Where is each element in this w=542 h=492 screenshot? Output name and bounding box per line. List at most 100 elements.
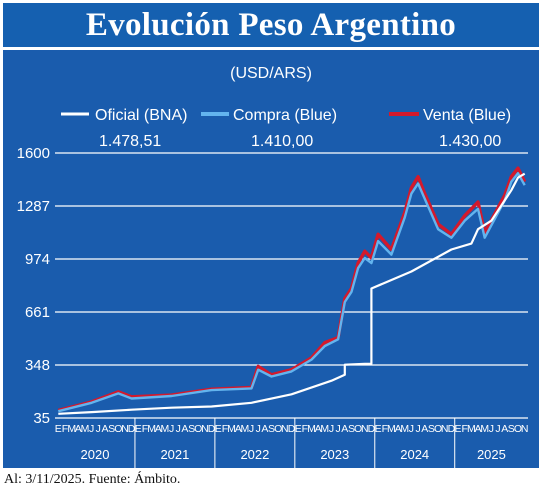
x-tick-label: A xyxy=(101,423,108,435)
x-tick-label: A xyxy=(155,423,162,435)
x-tick-label: E xyxy=(454,423,461,435)
x-tick-label: J xyxy=(256,423,261,435)
x-tick-label: A xyxy=(341,423,348,435)
legend: Oficial (BNA) 1.478,51 Compra (Blue) 1.4… xyxy=(61,107,511,150)
year-label: 2025 xyxy=(477,447,506,462)
x-tick-label: D xyxy=(208,423,216,435)
x-tick-label: D xyxy=(288,423,296,435)
x-tick-label: S xyxy=(348,423,355,435)
y-tick-label: 974 xyxy=(25,251,50,268)
x-tick-label: M xyxy=(387,423,396,435)
x-tick-label: A xyxy=(261,423,268,435)
x-tick-label: M xyxy=(227,423,236,435)
x-tick-label: M xyxy=(241,423,250,435)
x-tick-label: M xyxy=(147,423,156,435)
x-tick-label: J xyxy=(415,423,420,435)
x-tick-label: J xyxy=(495,423,500,435)
y-tick-label: 348 xyxy=(25,357,50,374)
x-tick-label: A xyxy=(501,423,508,435)
x-tick-label: E xyxy=(375,423,382,435)
x-tick-label: E xyxy=(295,423,302,435)
x-tick-label: D xyxy=(448,423,456,435)
x-tick-label: O xyxy=(114,423,122,435)
y-tick-label: 35 xyxy=(33,410,50,427)
year-label: 2022 xyxy=(240,447,269,462)
x-tick-label: E xyxy=(215,423,222,435)
x-tick-label: J xyxy=(89,423,94,435)
legend-label-venta: Venta (Blue) xyxy=(423,107,511,124)
year-label: 2024 xyxy=(400,447,429,462)
x-tick-label: S xyxy=(268,423,275,435)
gridlines xyxy=(55,152,528,419)
x-tick-label: N xyxy=(361,423,369,435)
legend-value-oficial: 1.478,51 xyxy=(99,133,161,150)
x-axis: E F MAM J J A S ON D E F MAM J J A S ON D E F MAM J J A S ON D E F MA… xyxy=(55,417,529,468)
x-tick-label: J xyxy=(176,423,181,435)
year-label: 2023 xyxy=(320,447,349,462)
x-tick-label: A xyxy=(474,423,481,435)
x-tick-label: N xyxy=(281,423,289,435)
x-tick-label: O xyxy=(354,423,362,435)
x-tick-label: M xyxy=(81,423,90,435)
x-tick-label: E xyxy=(135,423,142,435)
x-tick-label: D xyxy=(368,423,376,435)
x-tick-label: O xyxy=(434,423,442,435)
x-tick-label: J xyxy=(96,423,101,435)
x-tick-label: N xyxy=(521,423,529,435)
x-tick-label: A xyxy=(235,423,242,435)
y-tick-label: 1600 xyxy=(17,145,50,162)
x-tick-label: S xyxy=(508,423,515,435)
x-tick-label: F xyxy=(461,423,467,435)
x-tick-label: M xyxy=(161,423,170,435)
x-tick-label: A xyxy=(315,423,322,435)
x-tick-label: A xyxy=(395,423,402,435)
year-label: 2020 xyxy=(81,447,110,462)
x-tick-label: F xyxy=(222,423,228,435)
x-tick-label: J xyxy=(169,423,174,435)
x-tick-label: S xyxy=(188,423,195,435)
x-tick-label: J xyxy=(409,423,414,435)
x-tick-label: M xyxy=(320,423,329,435)
legend-value-compra: 1.410,00 xyxy=(251,133,313,150)
x-tick-label: F xyxy=(302,423,308,435)
series-line-compra xyxy=(58,172,526,413)
y-tick-label: 661 xyxy=(25,304,50,321)
x-tick-label: M xyxy=(400,423,409,435)
legend-value-venta: 1.430,00 xyxy=(439,133,501,150)
series-line-oficial xyxy=(58,172,526,415)
x-tick-label: D xyxy=(128,423,136,435)
page-title: Evolución Peso Argentino xyxy=(85,7,457,43)
x-tick-label: N xyxy=(201,423,209,435)
x-tick-label: O xyxy=(274,423,282,435)
x-tick-label: F xyxy=(62,423,68,435)
chart-subtitle: (USD/ARS) xyxy=(230,65,312,82)
x-tick-label: M xyxy=(67,423,76,435)
source-note: Al: 3/11/2025. Fuente: Ámbito. xyxy=(4,472,181,487)
x-tick-label: J xyxy=(249,423,254,435)
x-tick-label: N xyxy=(121,423,129,435)
chart-panel: (USD/ARS) Oficial (BNA) 1.478,51 Compra … xyxy=(3,50,539,468)
year-label: 2021 xyxy=(160,447,189,462)
x-tick-label: S xyxy=(108,423,115,435)
x-tick-label: O xyxy=(194,423,202,435)
x-tick-label: S xyxy=(428,423,435,435)
x-tick-label: F xyxy=(142,423,148,435)
y-tick-label: 1287 xyxy=(17,198,50,215)
series-line-venta xyxy=(57,166,527,413)
x-tick-label: E xyxy=(55,423,62,435)
x-tick-label: A xyxy=(421,423,428,435)
x-tick-label: O xyxy=(514,423,522,435)
x-tick-label: J xyxy=(329,423,334,435)
x-tick-label: N xyxy=(441,423,449,435)
x-tick-label: M xyxy=(467,423,476,435)
x-tick-label: A xyxy=(75,423,82,435)
series-lines xyxy=(57,166,527,415)
x-tick-label: M xyxy=(480,423,489,435)
y-axis-ticks: 35 348 661 974 1287 1600 xyxy=(17,145,50,427)
title-banner: Evolución Peso Argentino xyxy=(3,3,539,50)
x-tick-label: J xyxy=(335,423,340,435)
x-tick-label: M xyxy=(307,423,316,435)
x-tick-label: A xyxy=(181,423,188,435)
x-tick-label: J xyxy=(489,423,494,435)
legend-label-oficial: Oficial (BNA) xyxy=(95,107,187,124)
